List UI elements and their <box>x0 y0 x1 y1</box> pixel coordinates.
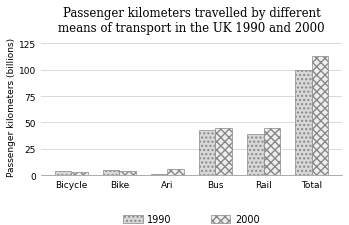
Bar <box>215 128 232 176</box>
Bar <box>247 135 263 176</box>
Bar <box>71 172 88 176</box>
Bar <box>151 174 168 176</box>
Legend: 1990, 2000: 1990, 2000 <box>119 210 263 225</box>
Bar <box>103 170 119 176</box>
Bar <box>119 171 136 176</box>
Bar <box>295 70 312 176</box>
Bar <box>199 130 215 176</box>
Title: Passenger kilometers travelled by different
means of transport in the UK 1990 an: Passenger kilometers travelled by differ… <box>58 7 325 35</box>
Bar <box>263 128 280 176</box>
Bar <box>312 57 328 176</box>
Bar <box>168 169 184 176</box>
Y-axis label: Passenger kilometers (billions): Passenger kilometers (billions) <box>7 38 16 176</box>
Bar <box>54 171 71 176</box>
